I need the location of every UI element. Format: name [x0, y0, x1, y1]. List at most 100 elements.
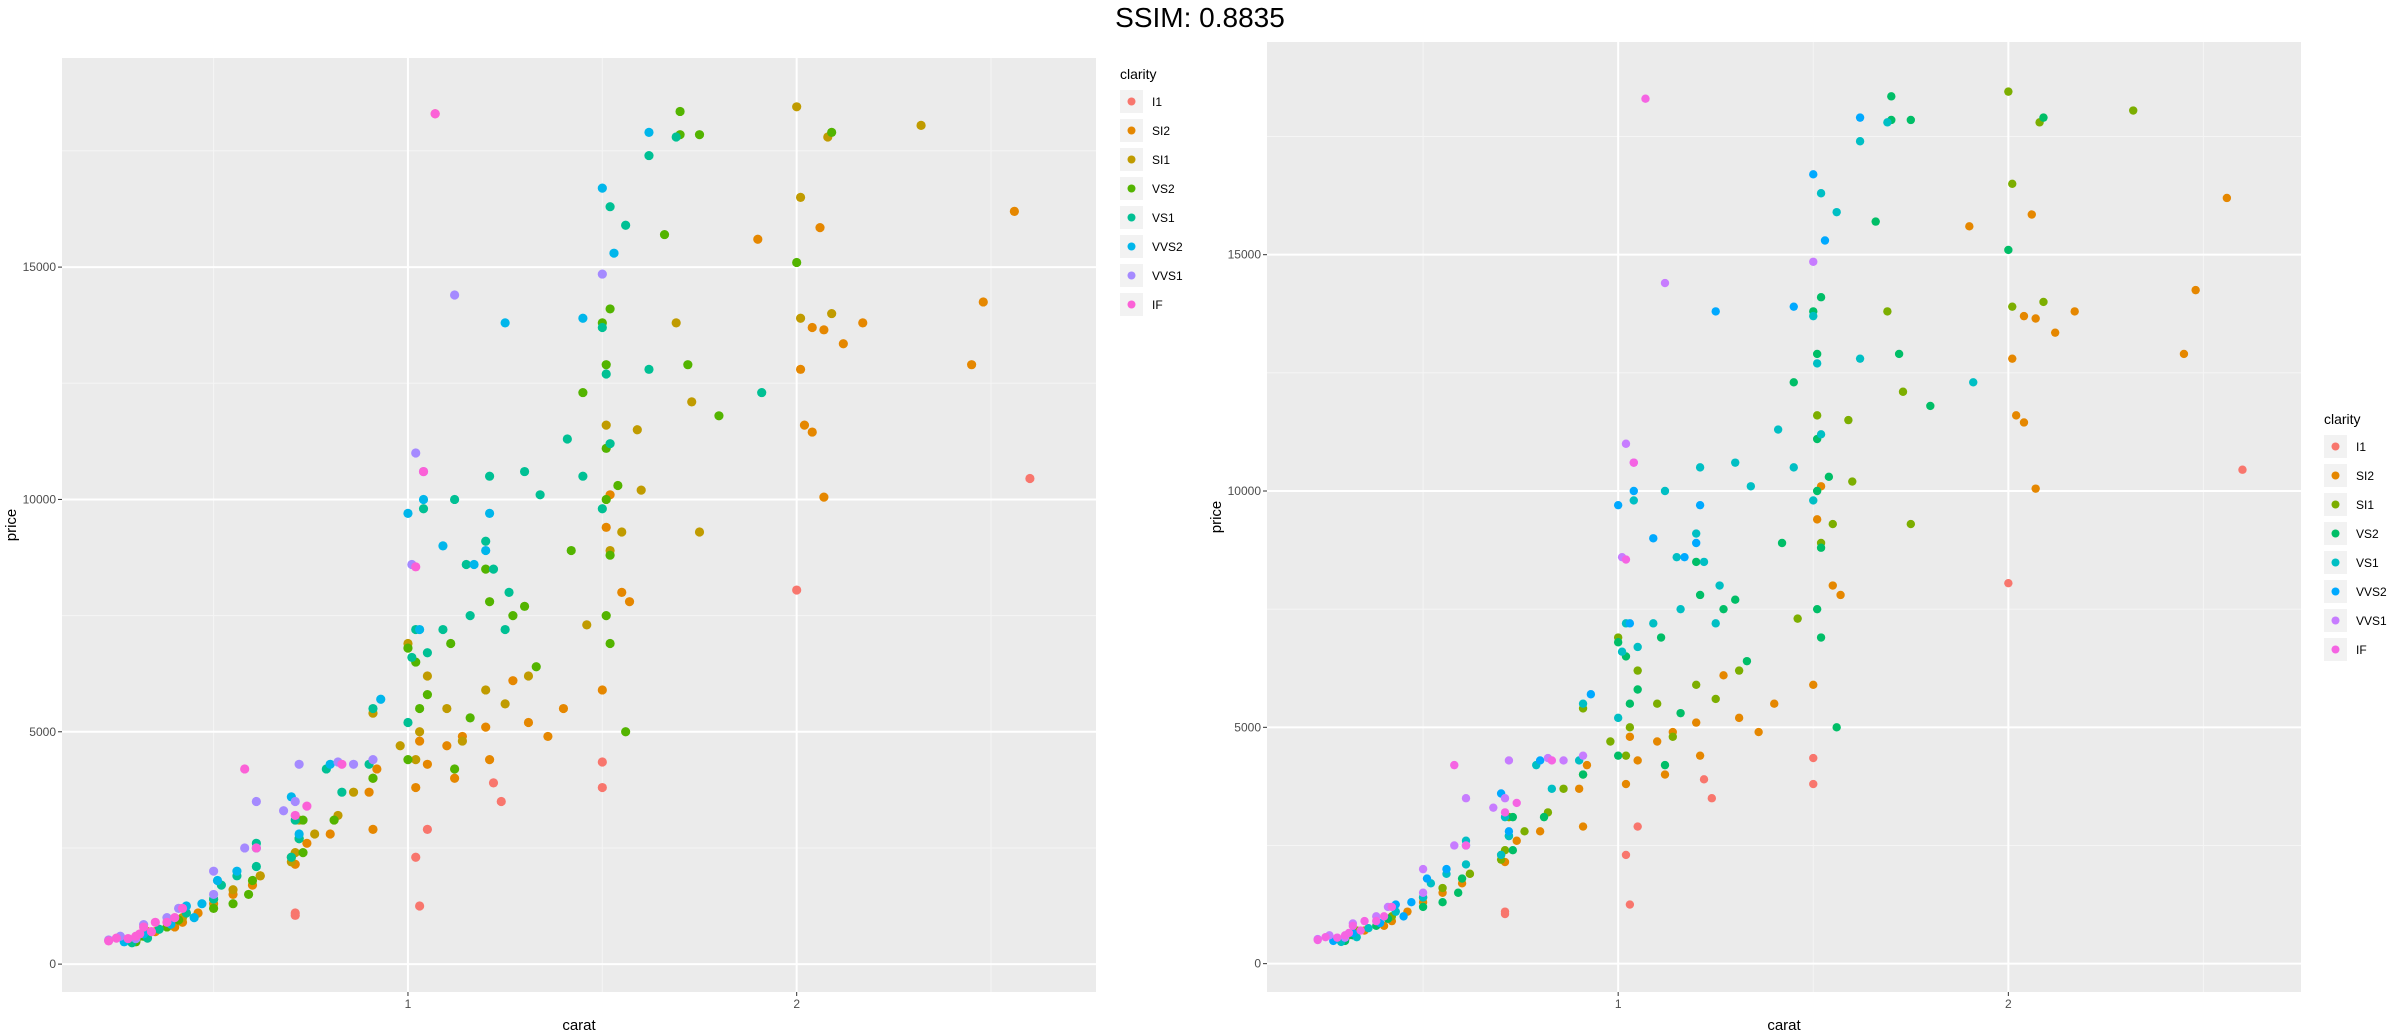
data-point-vs2: [1692, 557, 1701, 567]
data-point-vs2: [1731, 595, 1740, 604]
data-point-i1: [1699, 775, 1709, 784]
data-point-si2: [422, 759, 432, 769]
data-point-vvs2: [1680, 552, 1689, 562]
data-point-vs1: [1547, 784, 1557, 793]
data-point-vs2: [792, 257, 802, 268]
data-point-si2: [1719, 671, 1728, 680]
data-point-vvs1: [209, 889, 219, 900]
data-point-vs2: [243, 889, 254, 900]
data-point-vs1: [578, 471, 588, 481]
data-point-i1: [1621, 850, 1631, 860]
data-point-i1: [1633, 822, 1642, 831]
legend-label-vvs2: VVS2: [1152, 240, 1183, 254]
data-point-vs2: [1508, 812, 1518, 822]
data-point-vs2: [1824, 472, 1834, 482]
data-point-vs2: [601, 360, 611, 370]
data-point-vvs2: [438, 541, 448, 551]
data-point-vs2: [1656, 633, 1666, 642]
data-point-vvs2: [597, 183, 607, 193]
data-point-if: [1379, 912, 1389, 921]
data-point-vs2: [1887, 92, 1896, 101]
data-point-vvs2: [212, 875, 223, 886]
data-point-vs1: [1816, 189, 1826, 198]
data-point-vs2: [446, 638, 456, 649]
data-point-vvs1: [251, 796, 261, 807]
plot-panel: [62, 58, 1096, 992]
data-point-vs2: [578, 387, 588, 398]
data-point-vs2: [1695, 590, 1705, 600]
data-point-vs2: [1633, 685, 1642, 694]
data-point-vvs1: [411, 448, 421, 458]
data-point-vs1: [621, 220, 631, 230]
data-point-si2: [2027, 210, 2036, 219]
data-point-si2: [481, 722, 491, 732]
data-point-vs1: [1629, 496, 1638, 505]
legend-label-si2: SI2: [1152, 124, 1170, 138]
data-point-vs2: [368, 773, 378, 783]
data-point-vs2: [1539, 812, 1549, 822]
data-point-si2: [1692, 718, 1701, 727]
data-point-vs2: [465, 713, 475, 723]
data-point-vs1: [1855, 354, 1865, 363]
data-point-i1: [2238, 465, 2247, 474]
data-point-si2: [1621, 779, 1631, 789]
data-point-si2: [2050, 328, 2060, 337]
data-point-si2: [1512, 836, 1521, 845]
data-point-si2: [2179, 349, 2189, 359]
data-point-vvs1: [278, 806, 289, 816]
data-point-vs2: [694, 130, 705, 140]
data-point-if: [139, 922, 149, 932]
data-point-vs1: [1746, 482, 1756, 491]
data-point-vs1: [251, 861, 261, 872]
legend-label-vvs1: VVS1: [2356, 614, 2387, 628]
legend-key-swatch: [2331, 558, 2340, 567]
data-point-vs2: [1660, 760, 1670, 770]
data-point-vs1: [562, 434, 572, 444]
data-point-vvs1: [1578, 751, 1588, 760]
data-point-i1: [488, 778, 499, 788]
data-point-si2: [978, 297, 988, 307]
data-point-vvs2: [415, 624, 425, 635]
data-point-vs2: [1453, 888, 1463, 897]
data-point-si2: [819, 325, 829, 335]
data-point-vs2: [415, 703, 425, 714]
data-point-i1: [1809, 779, 1818, 789]
data-point-vvs1: [1809, 257, 1818, 266]
data-point-vs1: [1461, 860, 1471, 869]
legend-key-swatch: [1127, 271, 1136, 280]
legend-label-i1: I1: [1152, 95, 1162, 109]
data-point-if: [1356, 926, 1365, 935]
data-point-vvs2: [325, 759, 335, 769]
data-point-vvs2: [609, 248, 619, 258]
data-point-si2: [1625, 732, 1635, 741]
data-point-vs2: [298, 847, 308, 858]
data-point-vs1: [286, 852, 296, 862]
data-point-if: [1547, 756, 1557, 765]
data-point-si1: [1438, 883, 1447, 893]
data-point-vs1: [601, 369, 611, 379]
data-point-vs1: [605, 202, 615, 212]
data-point-vs1: [1672, 552, 1681, 562]
data-point-i1: [1809, 753, 1818, 763]
data-point-si1: [687, 397, 697, 407]
data-point-vs2: [1613, 638, 1623, 647]
data-point-vvs2: [403, 508, 413, 518]
legend-label-vs2: VS2: [1152, 182, 1175, 196]
data-point-si1: [1812, 411, 1822, 420]
data-point-vs2: [1789, 378, 1798, 387]
data-point-vs1: [1699, 557, 1709, 567]
data-point-vs2: [450, 764, 460, 774]
data-point-si2: [543, 731, 553, 742]
right-scatter-chart: 1 2 0 5000 10000 15000 carat price clarity I1 SI2 S…: [1208, 42, 2387, 1034]
data-point-if: [290, 810, 300, 821]
data-point-si1: [255, 871, 265, 881]
data-point-vs1: [504, 587, 514, 597]
data-point-si2: [484, 755, 495, 765]
data-point-si1: [1793, 614, 1802, 623]
data-point-vs2: [508, 611, 518, 621]
data-point-vs1: [1711, 619, 1720, 628]
legend-key-swatch: [1127, 242, 1136, 251]
data-point-vvs2: [1789, 302, 1798, 311]
data-point-vvs2: [1625, 619, 1635, 628]
y-tick-label: 5000: [29, 725, 56, 739]
